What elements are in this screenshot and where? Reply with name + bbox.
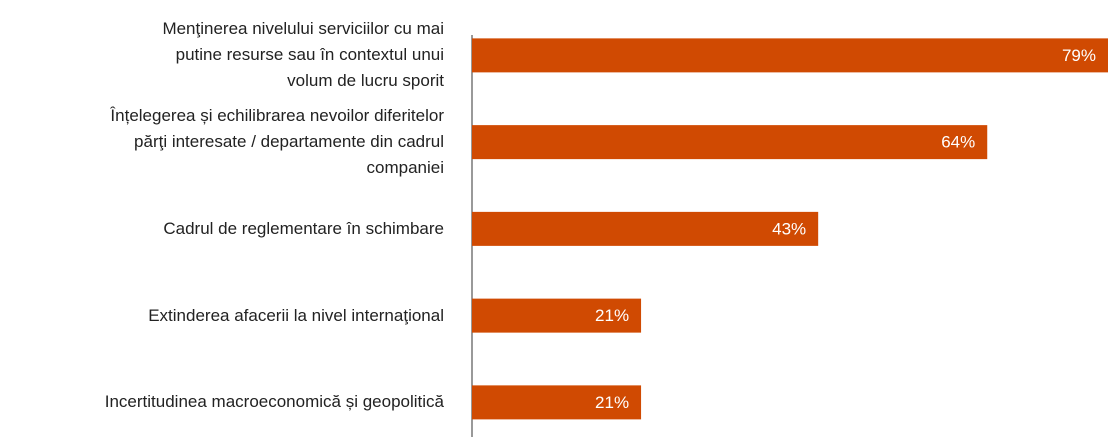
category-label: Menţinerea nivelului serviciilor cu mai … <box>162 19 444 91</box>
category-label: Înțelegerea și echilibrarea nevoilor dif… <box>110 106 444 178</box>
value-label: 21% <box>595 306 629 325</box>
value-label: 64% <box>941 133 975 152</box>
category-label: Incertitudinea macroeconomică și geopoli… <box>104 392 444 412</box>
bar <box>472 38 1108 73</box>
bar <box>472 125 988 160</box>
bar <box>472 298 642 333</box>
value-label: 21% <box>595 393 629 412</box>
bar <box>472 385 642 420</box>
category-label: Cadrul de reglementare în schimbare <box>163 218 444 238</box>
category-label: Extinderea afacerii la nivel internaţion… <box>148 305 444 325</box>
bar <box>472 211 819 246</box>
value-label: 79% <box>1062 46 1096 65</box>
value-label: 43% <box>772 219 806 238</box>
